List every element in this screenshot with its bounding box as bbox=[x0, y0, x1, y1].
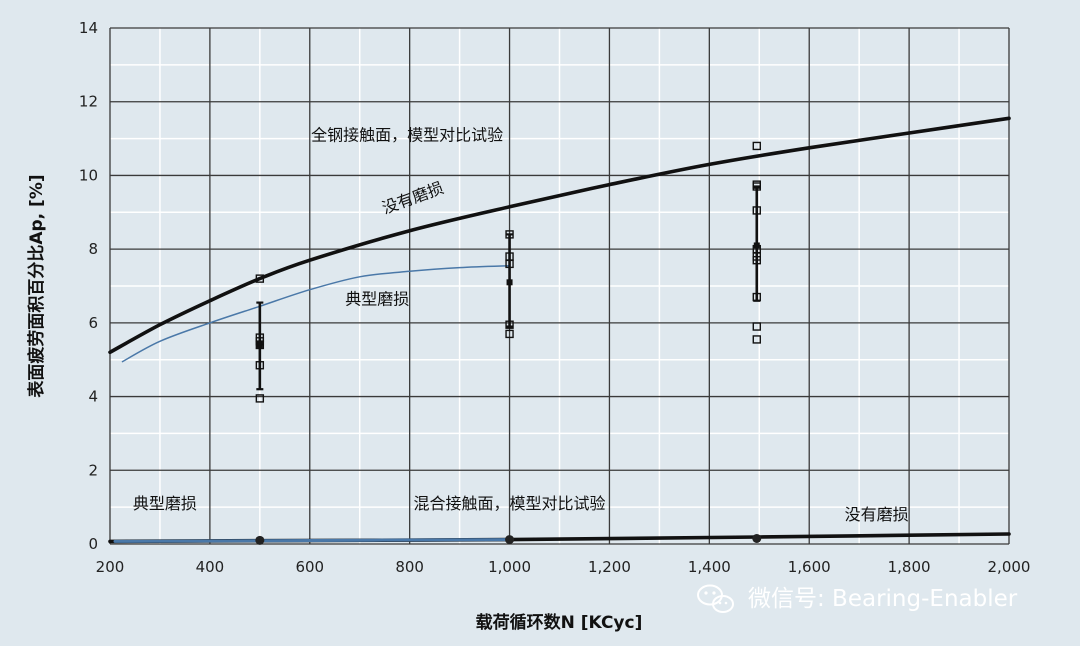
y-tick-label: 6 bbox=[88, 314, 98, 332]
test-point bbox=[752, 335, 761, 344]
x-tick-label: 1,800 bbox=[888, 558, 931, 576]
annotation-label: 典型磨损 bbox=[133, 494, 197, 513]
series-line-0 bbox=[108, 116, 1011, 355]
x-tick-label: 1,600 bbox=[788, 558, 831, 576]
mean-marker bbox=[506, 279, 513, 286]
x-tick-label: 1,200 bbox=[588, 558, 631, 576]
mixed-contact-marker bbox=[255, 535, 265, 545]
test-point bbox=[752, 292, 761, 302]
annotation-label: 典型磨损 bbox=[345, 289, 409, 308]
test-point bbox=[752, 256, 761, 265]
series-line-3 bbox=[113, 538, 512, 543]
test-point bbox=[255, 340, 265, 350]
test-point bbox=[505, 230, 514, 239]
mixed-contact-marker bbox=[752, 533, 762, 543]
y-tick-label: 8 bbox=[88, 240, 98, 258]
annotation-label: 混合接触面，模型对比试验 bbox=[414, 494, 606, 513]
curves bbox=[108, 116, 1011, 544]
test-point bbox=[255, 274, 265, 283]
test-point bbox=[255, 361, 265, 370]
x-tick-label: 2,000 bbox=[988, 558, 1031, 576]
test-point bbox=[752, 141, 761, 151]
y-tick-label: 2 bbox=[88, 461, 98, 479]
y-tick-label: 12 bbox=[79, 93, 98, 111]
watermark: 微信号: Bearing-Enabler bbox=[697, 584, 1018, 613]
test-point bbox=[752, 206, 761, 215]
test-point bbox=[255, 394, 265, 403]
test-point bbox=[752, 322, 761, 331]
x-axis-label: 载荷循环数N [KCyc] bbox=[476, 612, 643, 633]
y-tick-label: 10 bbox=[79, 166, 98, 184]
x-tick-label: 800 bbox=[395, 558, 424, 576]
tick-labels: 200 400 600 800 1,000 1,200 1,400 1,600 1,800 2,0… bbox=[79, 19, 1031, 576]
test-points bbox=[255, 141, 762, 545]
series-line-1 bbox=[121, 264, 511, 363]
x-tick-label: 200 bbox=[96, 558, 125, 576]
x-tick-label: 600 bbox=[295, 558, 324, 576]
wechat-icon bbox=[697, 584, 734, 613]
x-tick-label: 1,400 bbox=[688, 558, 731, 576]
y-axis-label: 表面疲劳面积百分比Ap, [%] bbox=[26, 174, 47, 397]
x-tick-label: 1,000 bbox=[488, 558, 531, 576]
y-tick-label: 14 bbox=[79, 19, 98, 37]
annotation-label: 全钢接触面，模型对比试验 bbox=[311, 125, 503, 144]
y-tick-label: 4 bbox=[88, 388, 98, 406]
y-tick-label: 0 bbox=[88, 535, 98, 553]
watermark-text: 微信号: Bearing-Enabler bbox=[748, 586, 1018, 612]
mixed-contact-marker bbox=[505, 535, 515, 545]
test-point bbox=[505, 329, 514, 339]
test-point bbox=[505, 259, 514, 269]
test-point bbox=[505, 320, 514, 329]
annotation-label: 没有磨损 bbox=[845, 505, 909, 524]
x-tick-label: 400 bbox=[196, 558, 225, 576]
test-point bbox=[752, 182, 761, 191]
